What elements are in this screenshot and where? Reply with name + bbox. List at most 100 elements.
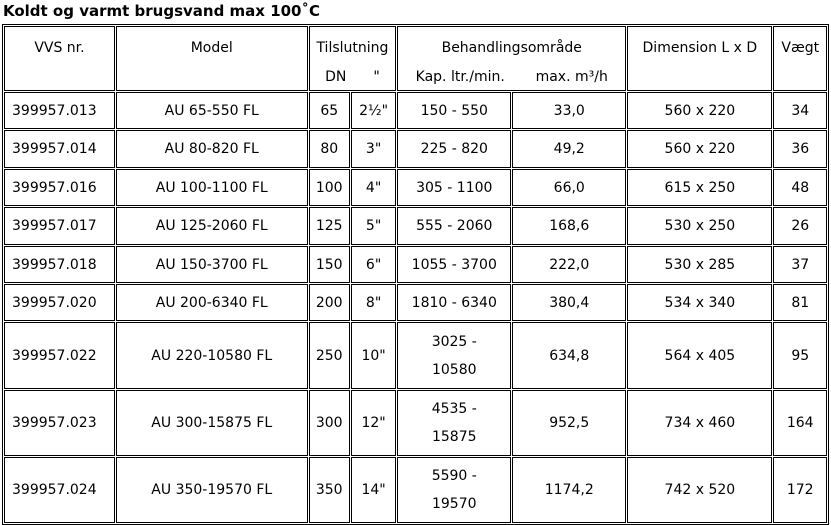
table-cell: 300 [308, 390, 350, 456]
cell-text: 250 [315, 347, 343, 364]
header-sub: DN " [312, 67, 394, 87]
table-row: 399957.020 AU 200-6340 FL 200 8" 1810 - 6340… [4, 284, 827, 321]
table-cell: 65 [308, 92, 350, 129]
cell-text: 399957.023 [12, 415, 97, 431]
header-label: Model [190, 40, 233, 56]
table-cell: 530 x 285 [627, 246, 773, 283]
cell-text: 560 x 220 [664, 102, 736, 119]
table-cell: 81 [773, 284, 827, 321]
table-cell: 534 x 340 [627, 284, 773, 321]
cell-text: 399957.022 [12, 347, 97, 364]
table-cell: 164 [773, 390, 827, 456]
table-cell: 95 [773, 322, 827, 389]
table-row: 399957.016 AU 100-1100 FL 100 4" 305 - 1100 6… [4, 169, 827, 206]
table-cell: 3" [350, 130, 397, 168]
table-cell: AU 65-550 FL [115, 92, 308, 129]
cell-text: 222,0 [549, 256, 590, 273]
header-sub-label: " [373, 69, 380, 85]
cell-text: 300 [315, 415, 343, 431]
table-cell: 168,6 [512, 207, 627, 245]
cell-text: 350 [315, 482, 343, 498]
table-cell: 399957.023 [4, 390, 115, 456]
cell-text: 8" [365, 294, 382, 311]
cell-text: 399957.014 [12, 141, 97, 157]
table-cell: 80 [308, 130, 350, 168]
cell-text: 1055 - 3700 [411, 256, 497, 273]
cell-text: 81 [791, 294, 810, 311]
table-cell: AU 80-820 FL [115, 130, 308, 168]
cell-text: 14" [361, 482, 386, 498]
cell-text: 200 [315, 294, 343, 311]
cell-text: 125 [315, 218, 343, 234]
table-cell: 200 [308, 284, 350, 321]
header-cell: Tilslutning DN " [308, 26, 397, 91]
cell-text: 3025 - 10580 [431, 333, 477, 378]
table-cell: AU 100-1100 FL [115, 169, 308, 206]
table-cell: 4535 - 15875 [397, 390, 512, 456]
table-row: 399957.022 AU 220-10580 FL 250 10" 3025 - 10… [4, 322, 827, 389]
header-cell: Vægt [773, 26, 827, 91]
cell-text: 34 [791, 102, 810, 119]
table-cell: 172 [773, 457, 827, 523]
table-cell: 350 [308, 457, 350, 523]
table-cell: AU 350-19570 FL [115, 457, 308, 523]
cell-text: AU 150-3700 FL [155, 256, 268, 273]
table-cell: 2½" [350, 92, 397, 129]
header-row: VVS nr. Model Tilslutning DN " Behandlingsomr… [4, 26, 827, 91]
cell-text: 615 x 250 [664, 179, 736, 196]
cell-text: 26 [791, 218, 810, 234]
table-cell: 26 [773, 207, 827, 245]
cell-text: AU 100-1100 FL [155, 179, 268, 196]
cell-text: 555 - 2060 [416, 218, 493, 234]
table-body: 399957.013 AU 65-550 FL 65 2½" 150 - 550 33,0… [4, 92, 827, 523]
header-cell: VVS nr. [4, 26, 115, 91]
cell-text: 4" [365, 179, 382, 196]
table-row: 399957.017 AU 125-2060 FL 125 5" 555 - 2060 1… [4, 207, 827, 245]
table-cell: 48 [773, 169, 827, 206]
table-cell: 5590 - 19570 [397, 457, 512, 523]
table-row: 399957.024 AU 350-19570 FL 350 14" 5590 - 19… [4, 457, 827, 523]
cell-text: 530 x 250 [664, 218, 736, 234]
table-cell: 5" [350, 207, 397, 245]
header-label: Dimension L x D [642, 40, 758, 56]
cell-text: 10" [361, 347, 386, 364]
cell-text: AU 125-2060 FL [155, 218, 268, 234]
cell-text: 564 x 405 [664, 347, 736, 364]
table-cell: 555 - 2060 [397, 207, 512, 245]
table-cell: 6" [350, 246, 397, 283]
cell-text: 560 x 220 [664, 141, 736, 157]
table-cell: 1055 - 3700 [397, 246, 512, 283]
table-cell: 150 [308, 246, 350, 283]
header-sub: Kap. ltr./min. max. m³/h [400, 67, 623, 87]
table-cell: 399957.017 [4, 207, 115, 245]
table-cell: 399957.018 [4, 246, 115, 283]
table-cell: 399957.022 [4, 322, 115, 389]
cell-text: AU 200-6340 FL [155, 294, 268, 311]
table-row: 399957.014 AU 80-820 FL 80 3" 225 - 820 49,2 5… [4, 130, 827, 168]
table-cell: 952,5 [512, 390, 627, 456]
table-cell: 250 [308, 322, 350, 389]
table-cell: 399957.013 [4, 92, 115, 129]
table-cell: 399957.020 [4, 284, 115, 321]
cell-text: 399957.016 [12, 179, 97, 196]
cell-text: AU 80-820 FL [164, 141, 259, 157]
table-row: 399957.018 AU 150-3700 FL 150 6" 1055 - 3700… [4, 246, 827, 283]
table-row: 399957.013 AU 65-550 FL 65 2½" 150 - 550 33,0… [4, 92, 827, 129]
cell-text: 48 [791, 179, 810, 196]
cell-text: 399957.013 [12, 102, 97, 119]
table-cell: 14" [350, 457, 397, 523]
cell-text: 100 [315, 179, 343, 196]
header-label: VVS nr. [34, 40, 85, 56]
table-cell: AU 150-3700 FL [115, 246, 308, 283]
cell-text: 305 - 1100 [416, 179, 493, 196]
cell-text: 49,2 [553, 141, 585, 157]
table-cell: AU 125-2060 FL [115, 207, 308, 245]
cell-text: AU 350-19570 FL [151, 482, 273, 498]
table-cell: 37 [773, 246, 827, 283]
table-cell: AU 200-6340 FL [115, 284, 308, 321]
table-cell: 4" [350, 169, 397, 206]
cell-text: 12" [361, 415, 386, 431]
table-cell: 1810 - 6340 [397, 284, 512, 321]
title: Koldt og varmt brugsvand max 100˚C [3, 2, 321, 20]
